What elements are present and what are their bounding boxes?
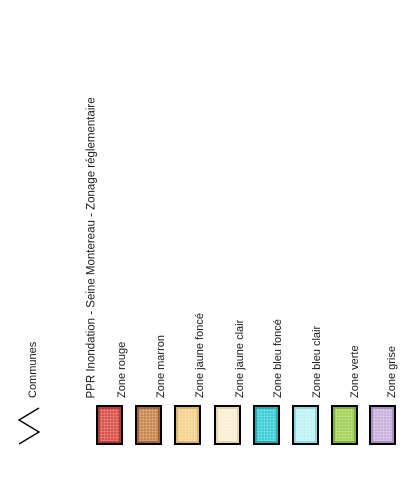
zone-label: Zone jaune clair: [234, 319, 246, 398]
zone-bleu-fonce-swatch: [253, 405, 280, 445]
zone-marron-swatch: [135, 405, 162, 445]
zone-label: Zone marron: [155, 335, 167, 398]
zone-jaune-clair-swatch: [214, 405, 241, 445]
layer-title: PPR Inondation - Seine Montereau - Zonag…: [85, 96, 98, 398]
zone-label: Zone jaune foncé: [194, 312, 206, 398]
zone-grise-swatch: [369, 405, 396, 445]
zone-verte-swatch: [331, 405, 358, 445]
zone-label: Zone bleu foncé: [272, 319, 284, 398]
zone-label: Zone rouge: [116, 341, 128, 398]
zone-label: Zone grise: [386, 346, 398, 398]
communes-line-icon: [17, 407, 41, 445]
zone-jaune-fonce-swatch: [174, 405, 201, 445]
zone-bleu-clair-swatch: [292, 405, 319, 445]
communes-label: Communes: [27, 341, 39, 398]
zone-label: Zone bleu clair: [311, 325, 323, 398]
zone-label: Zone verte: [349, 345, 361, 398]
zone-rouge-swatch: [96, 405, 123, 445]
